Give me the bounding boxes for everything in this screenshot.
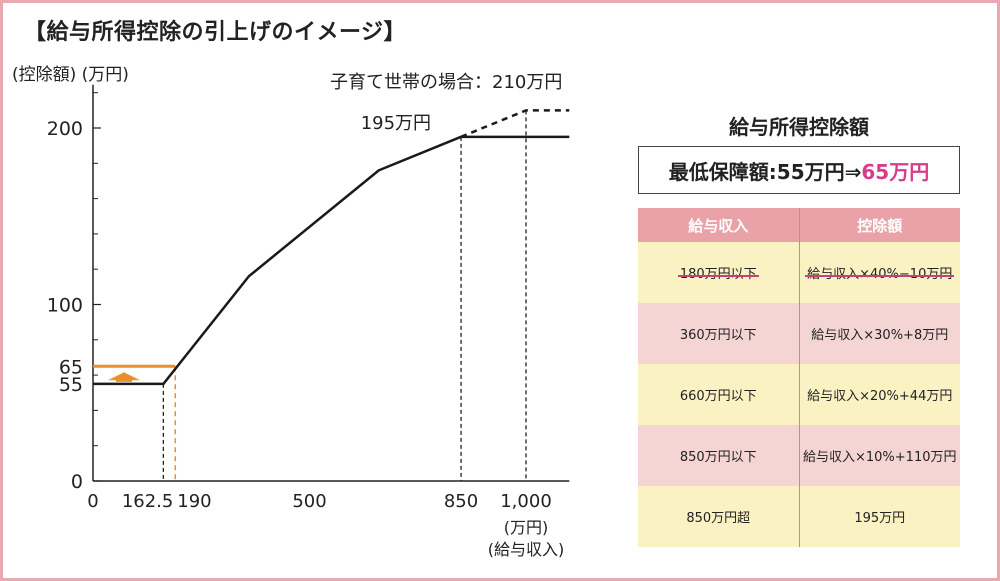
table-row: 850万円以下 給与収入×10%+110万円 bbox=[638, 425, 960, 486]
y-tick-label: 0 bbox=[71, 471, 83, 493]
x-axis-unit-label: (万円) bbox=[504, 518, 549, 537]
table-row: 180万円以下 給与収入×40%−10万円 bbox=[638, 242, 960, 303]
minimum-guarantee-box: 最低保障額:55万円⇒ 65万円 bbox=[638, 146, 960, 194]
minimum-guarantee-new: 65万円 bbox=[861, 159, 930, 184]
table-header-row: 給与収入 控除額 bbox=[638, 208, 960, 242]
table-row: 360万円以下 給与収入×30%+8万円 bbox=[638, 303, 960, 364]
deduction-chart: 0 55 100 200 0 162.5 190 500 850 1,000 (控除額) (万円) (… bbox=[12, 65, 570, 559]
deduction-table: 給与収入 控除額 180万円以下 給与収入×40%−10万円 360万円以下 給… bbox=[638, 208, 960, 547]
cap-annotation: 195万円 bbox=[361, 113, 431, 134]
deduction-cell: 195万円 bbox=[798, 486, 960, 547]
income-cell: 660万円以下 bbox=[638, 364, 799, 425]
x-axis-label: (給与収入) bbox=[488, 540, 565, 559]
deduction-cell: 給与収入×20%+44万円 bbox=[798, 364, 960, 425]
income-cell: 850万円以下 bbox=[638, 425, 799, 486]
x-tick-label: 850 bbox=[444, 491, 478, 512]
x-tick-label: 190 bbox=[177, 491, 211, 512]
y-tick-label: 55 bbox=[59, 374, 83, 396]
header-deduction: 控除額 bbox=[798, 208, 960, 242]
income-cell: 180万円以下 bbox=[679, 267, 757, 282]
minimum-guarantee-old: 最低保障額:55万円⇒ bbox=[668, 159, 862, 184]
y-tick-label: 200 bbox=[47, 118, 83, 140]
panel-title: 給与所得控除額 bbox=[729, 115, 869, 139]
table-cell: 180万円以下 bbox=[638, 242, 799, 303]
table-cell: 給与収入×40%−10万円 bbox=[798, 242, 960, 303]
deduction-cell: 給与収入×40%−10万円 bbox=[807, 267, 953, 282]
table-row: 660万円以下 給与収入×20%+44万円 bbox=[638, 364, 960, 425]
x-tick-label: 500 bbox=[292, 491, 326, 512]
x-tick-label: 162.5 bbox=[122, 491, 174, 512]
page-title: 【給与所得控除の引上げのイメージ】 bbox=[24, 20, 407, 45]
deduction-cell: 給与収入×30%+8万円 bbox=[798, 303, 960, 364]
highlight-label: 65 bbox=[59, 356, 83, 378]
y-tick-label: 100 bbox=[47, 295, 83, 317]
income-cell: 850万円超 bbox=[638, 486, 799, 547]
up-arrow-icon bbox=[108, 372, 140, 382]
x-tick-label: 0 bbox=[87, 491, 98, 512]
y-axis-label: (控除額) (万円) bbox=[12, 65, 129, 85]
childcare-line bbox=[460, 109, 570, 138]
x-tick-label: 1,000 bbox=[500, 491, 552, 512]
deduction-line bbox=[93, 135, 570, 386]
deduction-panel: 給与所得控除額 最低保障額:55万円⇒ 65万円 給与収入 控除額 180万円以下… bbox=[638, 112, 960, 547]
header-income: 給与収入 bbox=[638, 208, 799, 242]
deduction-cell: 給与収入×10%+110万円 bbox=[798, 425, 960, 486]
table-row: 850万円超 195万円 bbox=[638, 486, 960, 547]
income-cell: 360万円以下 bbox=[638, 303, 799, 364]
childcare-annotation: 子育て世帯の場合：210万円 bbox=[330, 72, 562, 93]
